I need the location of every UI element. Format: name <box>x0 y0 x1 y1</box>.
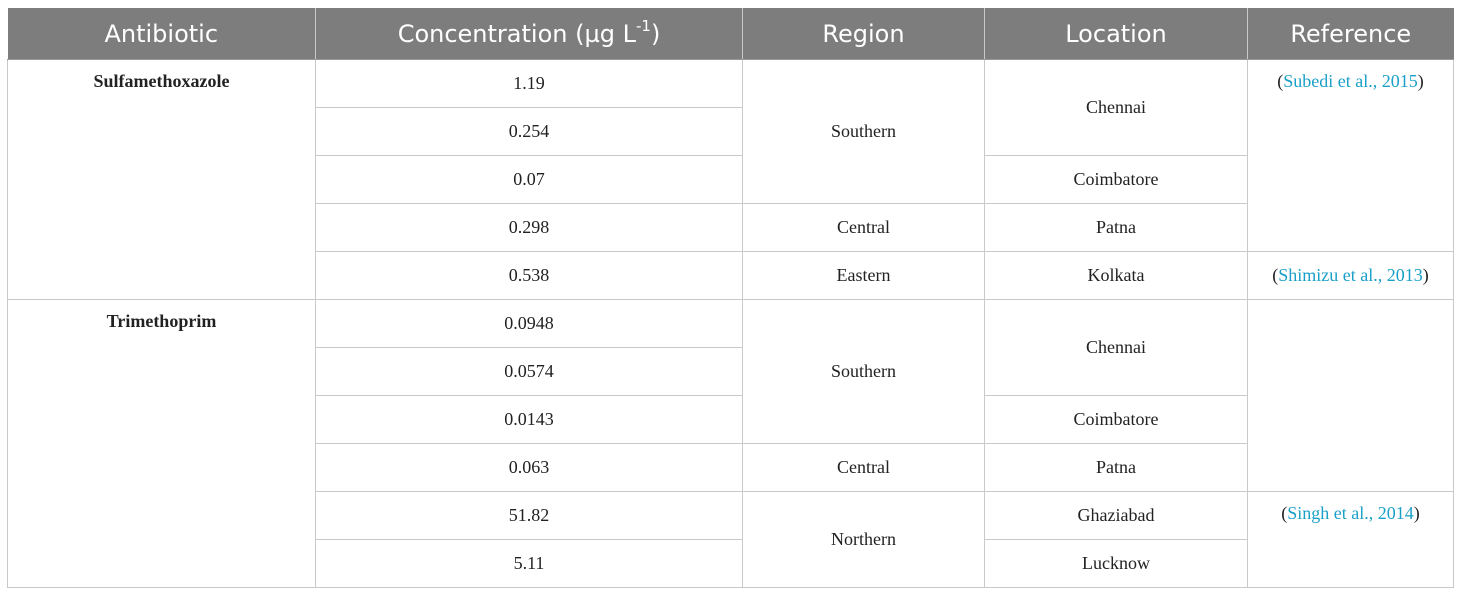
reference-link-subedi[interactable]: Subedi et al., 2015 <box>1283 71 1418 91</box>
concentration-cell: 0.0574 <box>315 347 743 396</box>
concentration-cell: 0.298 <box>315 203 743 252</box>
location-cell: Ghaziabad <box>984 491 1248 540</box>
concentration-cell: 51.82 <box>315 491 743 540</box>
concentration-cell: 0.254 <box>315 107 743 156</box>
reference-link-singh[interactable]: Singh et al., 2014 <box>1287 503 1414 523</box>
location-cell: Lucknow <box>984 539 1248 588</box>
reference-cell-subedi: (Subedi et al., 2015) <box>1247 59 1454 252</box>
region-cell: Southern <box>742 299 985 444</box>
location-cell: Coimbatore <box>984 155 1248 204</box>
table-row: 0.538 Eastern Kolkata (Shimizu et al., 2… <box>8 251 1454 300</box>
table-row: 5.11 Lucknow <box>8 539 1454 588</box>
concentration-cell: 0.0948 <box>315 299 743 348</box>
location-cell: Kolkata <box>984 251 1248 300</box>
table-row: Trimethoprim 0.0948 Southern Chennai <box>7 299 1454 588</box>
header-concentration: Concentration (µg L-1) <box>315 8 743 60</box>
location-cell: Coimbatore <box>984 395 1248 444</box>
header-concentration-text: Concentration (µg L <box>397 20 636 48</box>
location-cell: Chennai <box>984 59 1248 156</box>
reference-open-paren: ( <box>1281 503 1288 523</box>
region-cell: Eastern <box>742 251 985 300</box>
location-cell: Patna <box>984 443 1248 492</box>
header-location: Location <box>984 8 1248 60</box>
reference-cell-singh: (Singh et al., 2014) <box>1247 491 1454 588</box>
reference-cell-shimizu: (Shimizu et al., 2013) <box>1247 251 1454 300</box>
header-concentration-close: ) <box>650 20 661 48</box>
region-cell: Northern <box>742 491 985 588</box>
reference-cell-empty <box>1247 299 1454 492</box>
concentration-cell: 0.538 <box>315 251 743 300</box>
location-cell: Chennai <box>984 299 1248 396</box>
reference-close-paren: ) <box>1422 265 1429 285</box>
reference-close-paren: ) <box>1413 503 1420 523</box>
region-cell: Southern <box>742 59 985 204</box>
table-row: 51.82 Northern Ghaziabad (Singh et al., … <box>8 491 1454 588</box>
concentration-cell: 0.0143 <box>315 395 743 444</box>
concentration-cell: 0.07 <box>315 155 743 204</box>
region-cell: Central <box>742 443 985 492</box>
concentration-cell: 1.19 <box>315 59 743 108</box>
table-row: 0.063 Central Patna <box>8 443 1454 492</box>
table-row: 0.0574 <box>8 347 1454 396</box>
header-region: Region <box>742 8 985 60</box>
table-row: Sulfamethoxazole 1.19 Southern Chennai (… <box>7 59 1454 300</box>
reference-link-shimizu[interactable]: Shimizu et al., 2013 <box>1278 265 1423 285</box>
table-row: 0.298 Central Patna <box>8 203 1454 252</box>
table-row: 0.0143 Coimbatore <box>8 395 1454 444</box>
region-cell: Central <box>742 203 985 252</box>
antibiotic-cell-trimethoprim: Trimethoprim <box>7 299 316 588</box>
reference-open-paren: ( <box>1277 71 1284 91</box>
header-reference: Reference <box>1247 8 1454 60</box>
antibiotic-cell-sulfamethoxazole: Sulfamethoxazole <box>7 59 316 300</box>
reference-open-paren: ( <box>1272 265 1279 285</box>
header-concentration-superscript: -1 <box>635 17 651 35</box>
antibiotic-concentration-table: Antibiotic Concentration (µg L-1) Region… <box>7 8 1454 588</box>
table-row: 0.254 <box>8 107 1454 156</box>
reference-close-paren: ) <box>1417 71 1424 91</box>
concentration-cell: 5.11 <box>315 539 743 588</box>
header-antibiotic: Antibiotic <box>7 8 316 60</box>
concentration-cell: 0.063 <box>315 443 743 492</box>
table-header-row: Antibiotic Concentration (µg L-1) Region… <box>7 8 1454 60</box>
table-row: 0.07 Coimbatore <box>8 155 1454 204</box>
location-cell: Patna <box>984 203 1248 252</box>
